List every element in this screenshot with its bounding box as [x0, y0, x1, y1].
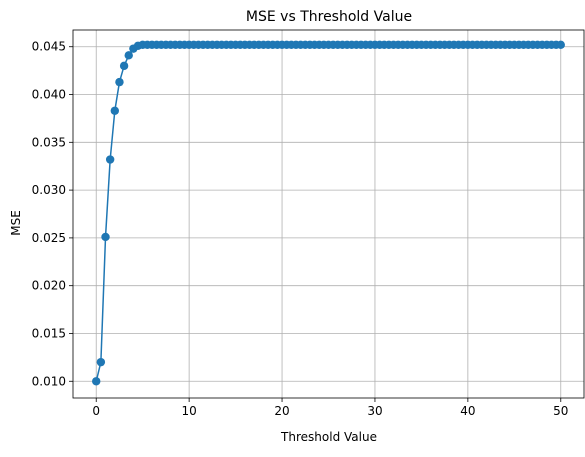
data-point — [101, 232, 110, 242]
y-tick-label: 0.030 — [32, 183, 66, 197]
x-tick-label: 40 — [460, 404, 475, 418]
grid-layer — [73, 30, 584, 398]
data-point — [92, 377, 101, 386]
x-tick-label: 20 — [274, 404, 289, 418]
y-tick-label: 0.020 — [32, 279, 66, 293]
tick-layer: 0 10 20 30 40 50 0.010 0.015 0.020 0.025 0.030 0.03… — [32, 40, 569, 418]
x-axis-label: Threshold Value — [280, 430, 377, 444]
data-point — [119, 61, 129, 71]
chart-title: MSE vs Threshold Value — [246, 9, 412, 25]
data-point — [96, 357, 106, 367]
y-tick-label: 0.025 — [32, 231, 66, 245]
data-point — [110, 106, 120, 115]
data-point — [115, 77, 124, 87]
y-tick-label: 0.040 — [32, 88, 66, 102]
marker-layer — [92, 40, 565, 386]
data-point — [556, 40, 565, 50]
data-point — [124, 51, 133, 60]
y-tick-label: 0.010 — [32, 374, 66, 388]
x-tick-label: 10 — [181, 404, 196, 418]
y-axis-label: MSE — [9, 210, 23, 236]
data-point — [105, 155, 115, 164]
x-tick-label: 30 — [367, 404, 382, 418]
series-line — [95, 44, 561, 382]
y-tick-label: 0.035 — [32, 135, 66, 149]
y-tick-label: 0.045 — [32, 40, 66, 54]
x-tick-label: 0 — [92, 404, 100, 418]
plot-frame — [72, 29, 585, 399]
y-tick-label: 0.015 — [32, 326, 66, 340]
x-tick-label: 50 — [553, 404, 568, 418]
series-layer — [92, 40, 565, 386]
